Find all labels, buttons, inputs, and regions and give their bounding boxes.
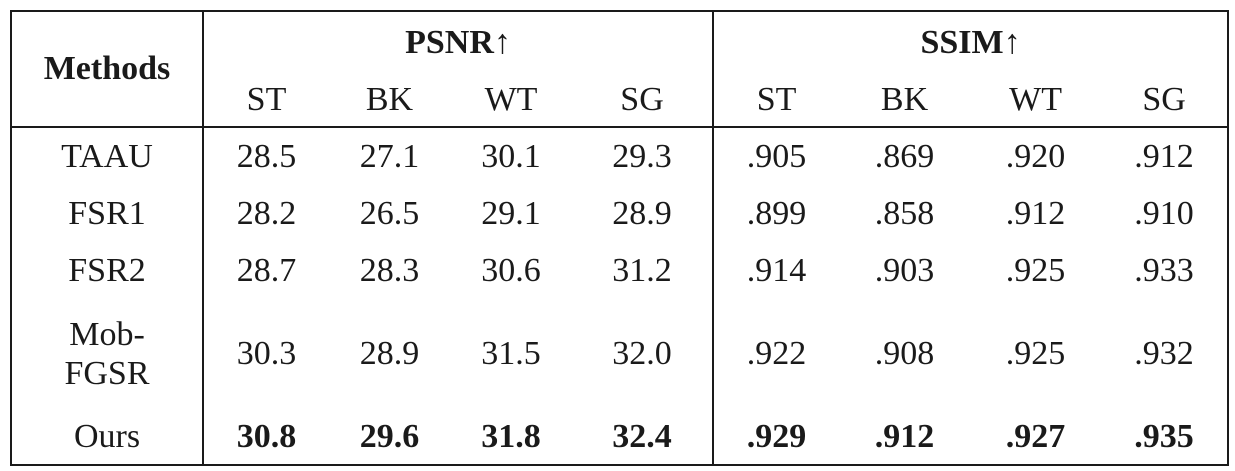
psnr-col-sg: SG xyxy=(572,73,715,128)
table-row-mob-fgsr: Mob- FGSR 30.3 28.9 31.5 32.0 .922 .908 … xyxy=(11,299,1228,409)
method-cell: FSR1 xyxy=(11,185,204,242)
psnr-cell: 30.1 xyxy=(481,137,541,175)
method-cell: FSR2 xyxy=(11,242,204,299)
ssim-cell: .927 xyxy=(1005,417,1066,455)
ssim-cell: .925 xyxy=(1005,251,1066,289)
ssim-cell: .903 xyxy=(874,251,935,289)
ssim-col-wt: WT xyxy=(970,73,1102,128)
psnr-cell: 28.2 xyxy=(236,194,297,232)
methods-header: Methods xyxy=(11,11,204,128)
ssim-cell: .935 xyxy=(1134,417,1194,455)
psnr-col-bk: BK xyxy=(329,73,450,128)
ssim-cell: .910 xyxy=(1134,194,1194,232)
psnr-cell: 32.0 xyxy=(572,299,715,409)
psnr-cell: 26.5 xyxy=(359,194,420,232)
method-line: Mob- xyxy=(69,315,145,353)
psnr-cell: 30.8 xyxy=(236,417,297,455)
method-cell: TAAU xyxy=(11,127,204,185)
psnr-cell: 27.1 xyxy=(359,137,420,175)
psnr-cell: 31.8 xyxy=(481,417,541,455)
psnr-cell: 30.3 xyxy=(236,335,297,372)
ssim-cell: .905 xyxy=(746,137,807,175)
ssim-cell: .925 xyxy=(1005,335,1066,372)
table-row-fsr1: FSR1 28.2 26.5 29.1 28.9 .899 .858 .912 … xyxy=(11,185,1228,242)
ssim-cell: .912 xyxy=(874,417,935,455)
table-row-ours: Ours 30.8 29.6 31.8 32.4 .929 .912 .927 … xyxy=(11,409,1228,465)
ssim-cell: .914 xyxy=(746,251,807,289)
ssim-col-sg: SG xyxy=(1101,73,1229,128)
ssim-cell: .933 xyxy=(1134,251,1194,289)
psnr-cell: 29.3 xyxy=(572,127,715,185)
method-cell: Ours xyxy=(11,409,204,465)
psnr-cell: 28.9 xyxy=(359,335,420,372)
method-cell: Mob- FGSR xyxy=(11,299,204,409)
results-table-container: Methods PSNR↑ SSIM↑ ST BK WT SG ST BK WT… xyxy=(10,10,1230,466)
ssim-col-bk: BK xyxy=(839,73,971,128)
psnr-cell: 28.9 xyxy=(572,185,715,242)
header-row-columns: ST BK WT SG ST BK WT SG xyxy=(11,73,1229,128)
table-row-taau: TAAU 28.5 27.1 30.1 29.3 .905 .869 .920 … xyxy=(11,127,1228,185)
ssim-cell: .912 xyxy=(1005,194,1066,232)
header-row-groups: Methods PSNR↑ SSIM↑ xyxy=(11,11,1228,128)
psnr-cell: 29.6 xyxy=(359,417,420,455)
ssim-cell: .932 xyxy=(1134,335,1194,372)
psnr-cell: 28.5 xyxy=(236,137,297,175)
psnr-col-st: ST xyxy=(203,73,329,128)
psnr-cell: 30.6 xyxy=(481,251,541,289)
results-table: Methods PSNR↑ SSIM↑ ST BK WT SG ST BK WT… xyxy=(10,10,1230,466)
psnr-cell: 32.4 xyxy=(572,409,715,465)
psnr-cell: 29.1 xyxy=(481,194,541,232)
ssim-cell: .858 xyxy=(874,194,935,232)
ssim-group-header: SSIM↑ xyxy=(920,23,1021,61)
ssim-cell: .869 xyxy=(874,137,935,175)
ssim-cell: .899 xyxy=(746,194,807,232)
method-line: FGSR xyxy=(64,355,150,392)
ssim-cell: .908 xyxy=(874,335,935,372)
psnr-cell: 31.2 xyxy=(572,242,715,299)
ssim-cell: .922 xyxy=(746,335,807,372)
table-row-fsr2: FSR2 28.7 28.3 30.6 31.2 .914 .903 .925 … xyxy=(11,242,1228,299)
psnr-cell: 28.7 xyxy=(236,251,297,289)
ssim-cell: .920 xyxy=(1005,137,1066,175)
ssim-col-st: ST xyxy=(713,73,840,128)
psnr-col-wt: WT xyxy=(450,73,572,128)
psnr-cell: 31.5 xyxy=(481,335,541,372)
ssim-cell: .929 xyxy=(746,417,807,455)
psnr-group-header: PSNR↑ xyxy=(203,11,715,73)
ssim-cell: .912 xyxy=(1134,137,1194,175)
psnr-cell: 28.3 xyxy=(359,251,420,289)
